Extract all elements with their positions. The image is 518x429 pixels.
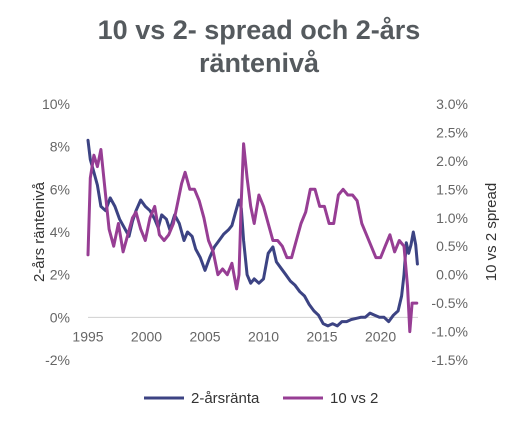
y-left-tick-label: 6% bbox=[50, 181, 70, 197]
y-right-tick-label: 1.5% bbox=[436, 181, 468, 197]
right-axis-ticks: -1.5% -1.0% -0.5% 0.0% 0.5% 1.0% 1.5% 2.0% 2.5% 3… bbox=[431, 96, 468, 368]
y-right-tick-label: 2.0% bbox=[436, 153, 468, 169]
y-left-tick-label: 10% bbox=[42, 96, 70, 112]
y-right-axis-label: 10 vs 2 spread bbox=[483, 183, 500, 281]
y-left-tick-label: -2% bbox=[45, 352, 70, 368]
y-right-tick-label: 2.5% bbox=[436, 124, 468, 140]
chart-title-line1: 10 vs 2- spread och 2-års bbox=[97, 15, 421, 45]
x-axis-ticks: 1995 2000 2005 2010 2015 2020 bbox=[72, 328, 396, 344]
y-left-tick-label: 0% bbox=[50, 309, 70, 325]
legend: 2-årsränta 10 vs 2 bbox=[144, 390, 378, 407]
y-left-tick-label: 8% bbox=[50, 139, 70, 155]
x-tick-label: 1995 bbox=[72, 328, 103, 344]
left-axis-ticks: -2% 0% 2% 4% 6% 8% 10% bbox=[42, 96, 70, 368]
x-tick-label: 2010 bbox=[248, 328, 279, 344]
y-left-tick-label: 4% bbox=[50, 224, 70, 240]
series-layer bbox=[86, 138, 419, 334]
chart-title: 10 vs 2- spread och 2-års räntenivå bbox=[0, 14, 518, 80]
x-tick-label: 2020 bbox=[365, 328, 396, 344]
series-line-10-vs-2 bbox=[86, 142, 419, 334]
x-tick-label: 2005 bbox=[189, 328, 220, 344]
y-right-tick-label: 0.5% bbox=[436, 238, 468, 254]
x-tick-label: 2015 bbox=[306, 328, 337, 344]
legend-label-10-vs-2: 10 vs 2 bbox=[330, 390, 378, 407]
y-right-tick-label: 1.0% bbox=[436, 210, 468, 226]
legend-label-2-arsranta: 2-årsränta bbox=[191, 390, 260, 407]
y-right-tick-label: -1.0% bbox=[431, 324, 468, 340]
y-left-tick-label: 2% bbox=[50, 267, 70, 283]
y-right-tick-label: 3.0% bbox=[436, 96, 468, 112]
series-line-2-arsranta bbox=[86, 138, 419, 328]
y-left-axis-label: 2-års räntenivå bbox=[31, 181, 48, 282]
y-right-tick-label: 0.0% bbox=[436, 267, 468, 283]
chart-title-line2: räntenivå bbox=[198, 48, 320, 78]
y-right-tick-label: -0.5% bbox=[431, 295, 468, 311]
x-tick-label: 2000 bbox=[131, 328, 162, 344]
y-right-tick-label: -1.5% bbox=[431, 352, 468, 368]
